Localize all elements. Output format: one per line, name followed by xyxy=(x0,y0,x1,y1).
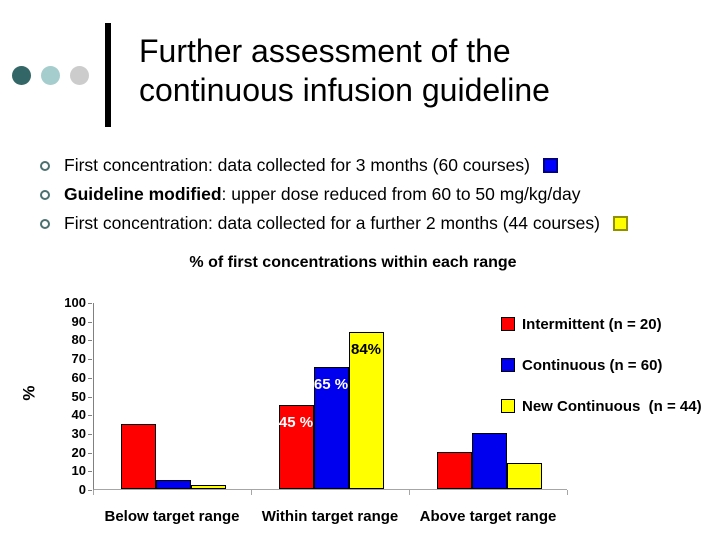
slide-title-line2: continuous infusion guideline xyxy=(139,72,550,109)
bullet-circle-icon xyxy=(40,218,50,229)
decoration-dot-icon xyxy=(41,66,60,85)
x-category-label: Above target range xyxy=(419,508,557,525)
new-continuous-swatch-icon xyxy=(612,216,628,231)
legend-swatch-icon xyxy=(501,358,515,372)
bullet-item-1: First concentration: data collected for … xyxy=(36,151,716,180)
bar-value-label: 45 % xyxy=(278,413,314,431)
y-tick-label: 20 xyxy=(71,444,86,460)
x-tick-mark xyxy=(251,490,252,495)
y-tick-label: 50 xyxy=(71,388,86,404)
y-tick-mark xyxy=(88,377,92,379)
bar-2-cat-2 xyxy=(313,367,349,489)
y-tick-mark xyxy=(88,433,92,435)
legend-label: Intermittent (n = 20) xyxy=(522,315,662,333)
y-tick-label: 70 xyxy=(71,351,86,367)
bullet-list: First concentration: data collected for … xyxy=(36,151,716,238)
bar-1-cat-2 xyxy=(278,404,314,489)
y-tick-label: 80 xyxy=(71,332,86,348)
legend-row: Continuous (n = 60) xyxy=(501,356,702,374)
bar-2-cat-1 xyxy=(155,479,191,489)
y-tick-label: 100 xyxy=(64,295,86,310)
bullet-item-3: First concentration: data collected for … xyxy=(36,209,716,238)
legend-label: New Continuous (n = 44) xyxy=(522,397,702,415)
legend-row: New Continuous (n = 44) xyxy=(501,397,702,415)
bullet-item-2: Guideline modified: upper dose reduced f… xyxy=(36,180,716,209)
chart-title: % of first concentrations within each ra… xyxy=(189,254,517,271)
x-category-label: Within target range xyxy=(261,508,399,525)
bar-1-cat-3 xyxy=(436,451,472,489)
y-tick-label: 60 xyxy=(71,369,86,385)
x-tick-mark xyxy=(93,490,94,495)
bullet-text: First concentration: data collected for … xyxy=(64,155,530,175)
x-tick-mark xyxy=(409,490,410,495)
bullet-text: Guideline modified: upper dose reduced f… xyxy=(64,184,581,204)
bar-3-cat-1 xyxy=(190,485,226,489)
continuous-swatch-icon xyxy=(542,158,558,173)
bar-value-label: 84% xyxy=(350,340,382,358)
y-tick-mark xyxy=(88,359,92,361)
bar-value-label: 65 % xyxy=(313,376,349,394)
slide-title-line1: Further assessment of the xyxy=(139,33,511,69)
bullet-circle-icon xyxy=(40,160,50,171)
bullet-circle-icon xyxy=(40,189,50,200)
y-tick-mark xyxy=(88,471,92,473)
y-tick-label: 90 xyxy=(71,313,86,329)
bar-chart-plot-area: 45 % 65 % 84% xyxy=(93,303,567,490)
legend-label: Continuous (n = 60) xyxy=(522,356,663,374)
bar-1-cat-1 xyxy=(120,423,156,489)
y-tick-mark xyxy=(88,415,92,417)
y-tick-mark xyxy=(88,303,92,304)
chart-legend: Intermittent (n = 20) Continuous (n = 60)… xyxy=(501,315,702,438)
slide-title: Further assessment of the continuous inf… xyxy=(139,32,550,110)
y-tick-label: 30 xyxy=(71,425,86,441)
legend-swatch-icon xyxy=(501,317,515,331)
decoration-dot-icon xyxy=(70,66,89,85)
y-tick-label: 40 xyxy=(71,407,86,423)
x-category-label: Below target range xyxy=(104,508,240,525)
x-tick-mark xyxy=(567,490,568,495)
decoration-vertical-bar xyxy=(105,23,111,127)
legend-row: Intermittent (n = 20) xyxy=(501,315,702,333)
decoration-dot-icon xyxy=(12,66,31,85)
y-tick-label: 10 xyxy=(71,463,86,479)
y-tick-mark xyxy=(88,340,92,342)
y-tick-mark xyxy=(88,452,92,454)
y-tick-mark xyxy=(88,490,92,491)
y-tick-mark xyxy=(88,396,92,398)
legend-swatch-icon xyxy=(501,399,515,413)
bar-2-cat-3 xyxy=(471,432,507,489)
y-axis-label: % xyxy=(19,385,39,401)
bullet-text: First concentration: data collected for … xyxy=(64,213,600,233)
bar-3-cat-2 xyxy=(348,331,384,489)
y-tick-label: 0 xyxy=(78,482,86,497)
y-tick-mark xyxy=(88,321,92,323)
bar-3-cat-3 xyxy=(506,462,542,489)
